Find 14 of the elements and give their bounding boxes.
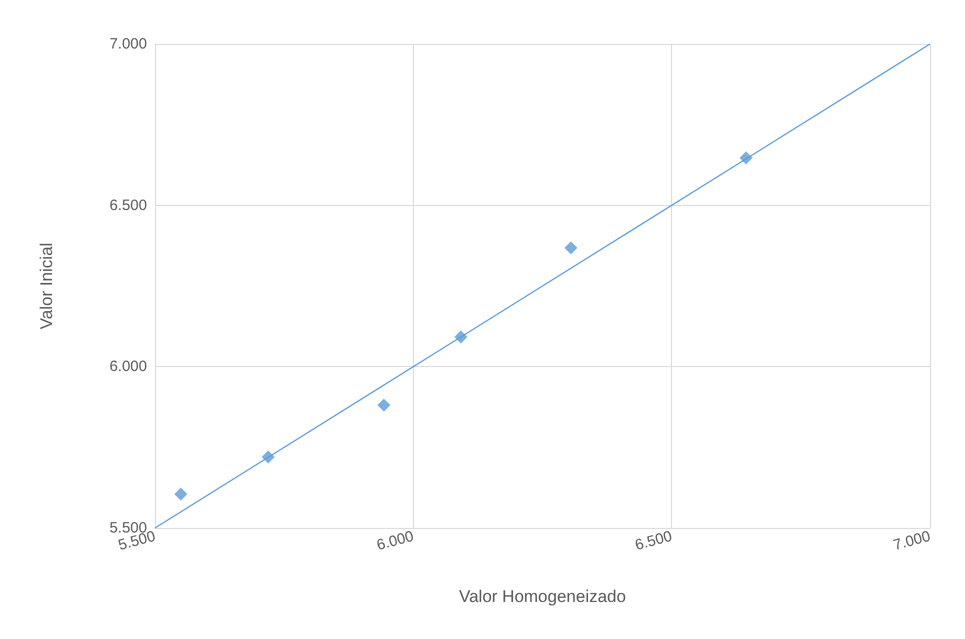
y-axis-title: Valor Inicial <box>37 242 56 330</box>
point <box>454 330 468 344</box>
point <box>262 450 275 464</box>
point <box>377 398 390 412</box>
y-tick-label: 6.000 <box>109 358 147 376</box>
point <box>174 488 188 501</box>
y-tick-label: 7.000 <box>109 36 147 52</box>
x-tick-label: 6.500 <box>633 528 674 554</box>
y-tick-label: 6.500 <box>109 196 147 214</box>
x-tick-label: 6.000 <box>374 528 416 554</box>
x-tick-label: 7.000 <box>892 528 932 554</box>
point <box>564 241 578 254</box>
point <box>740 151 753 164</box>
x-axis-title: Valor Homogeneizado <box>459 587 626 606</box>
